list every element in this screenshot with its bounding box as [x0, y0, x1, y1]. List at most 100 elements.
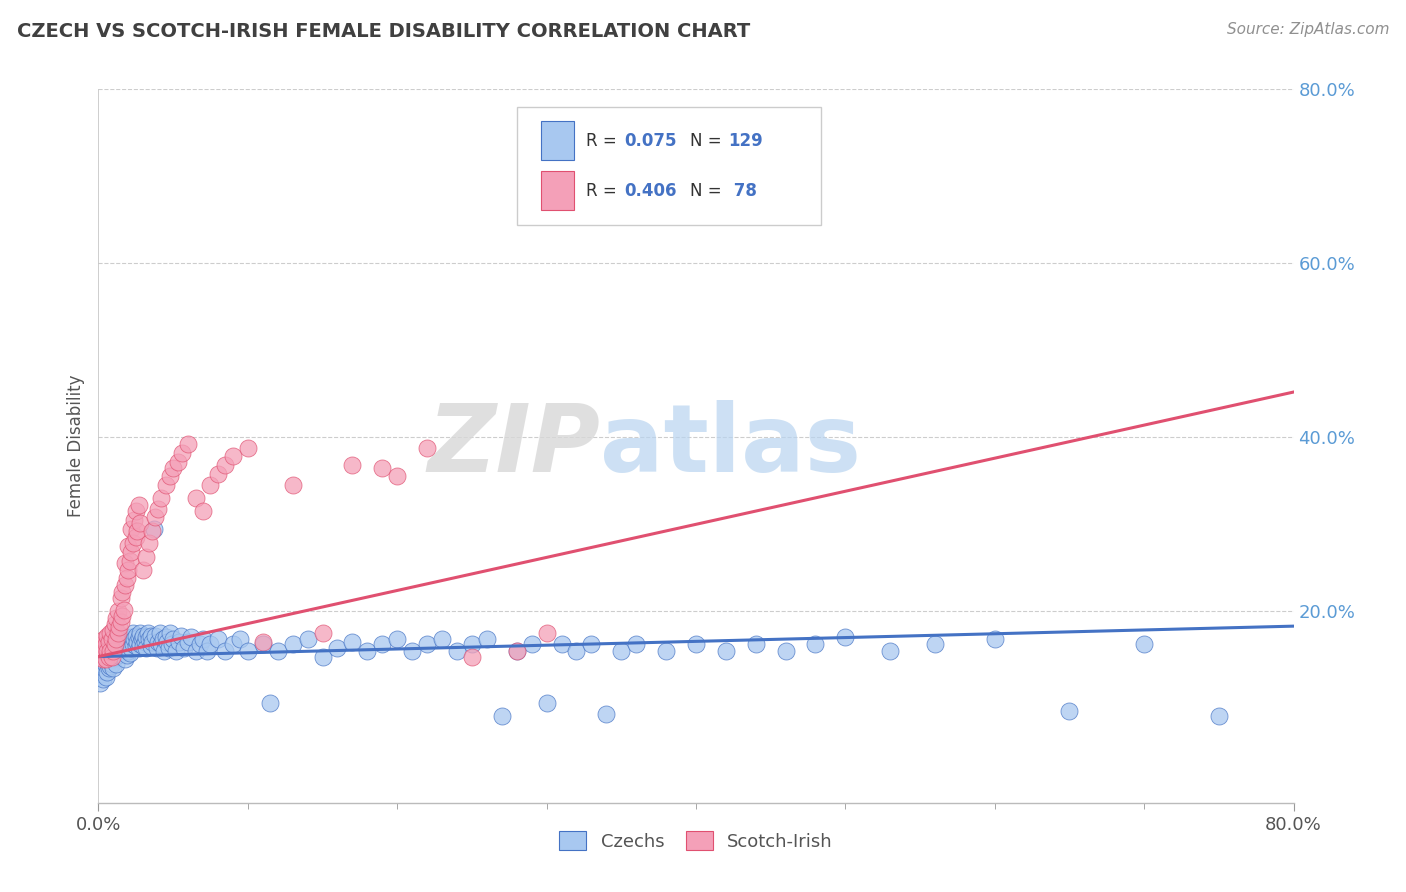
Point: [91, 658, 114, 673]
Point: [127, 635, 149, 649]
Point: [159, 626, 181, 640]
Point: [139, 629, 162, 643]
Text: Source: ZipAtlas.com: Source: ZipAtlas.com: [1226, 22, 1389, 37]
Point: [155, 478, 177, 492]
Point: [125, 629, 148, 643]
Point: [149, 626, 172, 640]
Point: [267, 643, 290, 657]
Point: [685, 637, 707, 651]
Point: [252, 637, 274, 651]
Point: [124, 632, 146, 647]
Point: [101, 648, 124, 662]
Point: [128, 640, 150, 655]
Point: [281, 478, 304, 492]
Point: [180, 631, 202, 645]
Point: [714, 138, 737, 153]
Point: [98, 640, 122, 655]
Point: [162, 632, 184, 647]
Point: [121, 536, 143, 550]
Point: [94, 658, 117, 673]
Point: [132, 639, 155, 653]
Point: [281, 637, 304, 651]
Point: [173, 640, 195, 655]
Point: [93, 632, 115, 647]
Point: [430, 632, 453, 647]
Point: [252, 635, 274, 649]
Point: [110, 631, 132, 645]
Text: R =: R =: [586, 132, 621, 150]
Point: [96, 654, 118, 668]
Point: [107, 648, 129, 662]
Point: [101, 639, 124, 653]
Point: [1133, 637, 1156, 651]
Point: [311, 649, 333, 664]
Text: R =: R =: [586, 182, 621, 200]
Point: [98, 659, 122, 673]
Point: [121, 637, 143, 651]
Point: [121, 626, 143, 640]
Point: [446, 643, 468, 657]
Point: [112, 635, 135, 649]
Point: [105, 657, 128, 671]
Point: [105, 635, 128, 649]
Point: [150, 637, 173, 651]
Point: [879, 643, 901, 657]
Point: [804, 637, 827, 651]
Point: [93, 655, 115, 669]
Point: [385, 632, 409, 647]
Point: [159, 469, 181, 483]
Point: [124, 513, 146, 527]
Point: [157, 640, 180, 655]
Point: [160, 637, 183, 651]
Point: [117, 563, 139, 577]
Point: [97, 643, 120, 657]
Point: [90, 643, 112, 657]
Point: [115, 571, 138, 585]
Point: [103, 643, 125, 657]
Point: [105, 632, 128, 647]
Point: [177, 437, 200, 451]
Point: [416, 637, 439, 651]
Point: [96, 665, 118, 680]
Point: [112, 602, 135, 616]
Point: [132, 629, 155, 643]
Point: [491, 708, 513, 723]
Point: [214, 458, 236, 472]
Point: [626, 637, 648, 651]
Point: [94, 670, 117, 684]
Point: [125, 639, 148, 653]
Point: [118, 554, 141, 568]
Point: [117, 539, 139, 553]
Point: [166, 455, 188, 469]
Point: [128, 631, 150, 645]
Point: [115, 637, 138, 651]
Point: [90, 657, 112, 671]
Point: [127, 524, 149, 539]
Point: [104, 617, 127, 632]
Point: [520, 637, 543, 651]
Point: [200, 637, 222, 651]
Point: [129, 626, 152, 640]
Text: 0.406: 0.406: [624, 182, 676, 200]
Point: [148, 635, 170, 649]
Point: [214, 643, 236, 657]
Point: [155, 631, 177, 645]
Point: [107, 604, 129, 618]
Point: [129, 637, 152, 651]
Point: [96, 629, 118, 643]
Point: [93, 664, 115, 678]
Point: [89, 665, 111, 680]
Point: [385, 469, 409, 483]
Point: [96, 646, 118, 660]
Point: [297, 632, 319, 647]
Point: [207, 467, 229, 481]
Point: [356, 643, 378, 657]
Point: [104, 649, 127, 664]
Point: [581, 637, 603, 651]
Point: [1208, 708, 1230, 723]
Point: [136, 626, 159, 640]
Point: [197, 643, 219, 657]
Point: [117, 632, 139, 647]
Text: 129: 129: [728, 132, 763, 150]
Text: atlas: atlas: [600, 400, 862, 492]
